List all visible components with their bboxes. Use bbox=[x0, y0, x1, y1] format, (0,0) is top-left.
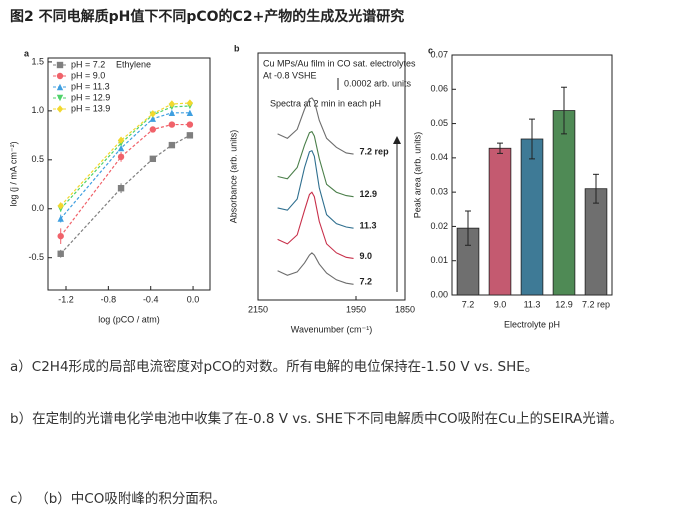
series-line bbox=[277, 130, 354, 198]
panel-label: b bbox=[234, 43, 240, 53]
marker bbox=[117, 184, 125, 192]
x-tick-label: 2150 bbox=[248, 304, 268, 314]
y-tick-label: -0.5 bbox=[28, 252, 44, 262]
marker bbox=[168, 100, 176, 108]
legend-label: pH = 7.2 bbox=[71, 59, 105, 69]
x-tick-label: 7.2 bbox=[462, 299, 475, 309]
x-tick-label: -0.8 bbox=[101, 294, 117, 304]
plot-frame bbox=[257, 52, 406, 301]
plot-frame bbox=[47, 57, 211, 291]
x-tick-label: 0.0 bbox=[187, 294, 200, 304]
annotation: At -0.8 VSHE bbox=[263, 70, 317, 80]
series-label: 11.3 bbox=[360, 221, 377, 231]
y-axis-label: log (j / mA cm⁻²) bbox=[8, 141, 18, 206]
marker bbox=[149, 155, 157, 163]
bar bbox=[520, 138, 544, 296]
y-tick-label: 1.0 bbox=[31, 105, 44, 115]
series-line bbox=[277, 149, 354, 229]
x-tick-label: 1850 bbox=[395, 304, 415, 314]
x-axis-label: Wavenumber (cm⁻¹) bbox=[291, 324, 372, 334]
x-axis-label: log (pCO / atm) bbox=[98, 314, 160, 324]
marker bbox=[168, 109, 176, 117]
marker bbox=[57, 232, 64, 240]
marker bbox=[149, 110, 157, 118]
series-line bbox=[60, 123, 190, 237]
legend-label: pH = 11.3 bbox=[71, 81, 110, 91]
y-axis-label: Absorbance (arb. units) bbox=[228, 130, 238, 224]
series-label: 7.2 bbox=[360, 277, 373, 287]
y-tick-label: 0.5 bbox=[31, 154, 44, 164]
marker bbox=[57, 202, 64, 210]
series-line bbox=[277, 252, 354, 285]
x-tick-label: -0.4 bbox=[143, 294, 159, 304]
marker bbox=[117, 144, 125, 152]
panel-label: a bbox=[24, 48, 30, 58]
y-tick-label: 0.07 bbox=[430, 49, 448, 59]
y-tick-label: 0.00 bbox=[430, 289, 448, 299]
annotation: Ethylene bbox=[116, 59, 151, 69]
marker bbox=[186, 132, 194, 139]
caption: b）在定制的光谱电化学电池中收集了在-0.8 V vs. SHE下不同电解质中C… bbox=[10, 411, 623, 427]
x-tick-label: -1.2 bbox=[58, 294, 74, 304]
bar bbox=[584, 188, 608, 296]
x-tick-label: 7.2 rep bbox=[582, 299, 610, 309]
x-tick-label: 11.3 bbox=[524, 299, 541, 309]
marker bbox=[186, 99, 194, 107]
series-label: 9.0 bbox=[360, 251, 373, 261]
y-tick-label: 0.04 bbox=[430, 152, 448, 162]
caption: c） （b）中CO吸附峰的积分面积。 bbox=[10, 491, 226, 507]
legend-label: pH = 9.0 bbox=[71, 70, 105, 80]
x-tick-label: 9.0 bbox=[494, 299, 507, 309]
series-line bbox=[277, 97, 354, 155]
figure: a log (pCO / atm) log (j / mA cm⁻²) -0.5 0.0… bbox=[8, 43, 613, 334]
series-label: 7.2 rep bbox=[360, 146, 390, 156]
y-tick-label: 0.0 bbox=[31, 203, 44, 213]
marker bbox=[149, 126, 157, 133]
series-line bbox=[60, 105, 190, 210]
x-axis-label: Electrolyte pH bbox=[504, 319, 560, 329]
legend-label: pH = 13.9 bbox=[71, 103, 110, 113]
annotation: 0.0002 arb. units bbox=[344, 78, 412, 88]
marker bbox=[57, 215, 64, 222]
y-tick-label: 0.01 bbox=[430, 255, 448, 265]
series-label: 12.9 bbox=[360, 189, 378, 199]
marker bbox=[57, 250, 64, 257]
y-tick-label: 0.05 bbox=[430, 118, 448, 128]
marker bbox=[186, 109, 194, 117]
marker bbox=[186, 121, 194, 128]
series-line bbox=[60, 102, 190, 207]
annotation: Cu MPs/Au film in CO sat. electrolytes bbox=[263, 58, 416, 68]
marker bbox=[149, 115, 157, 122]
marker bbox=[117, 136, 125, 144]
y-axis-label: Peak area (arb. units) bbox=[412, 132, 422, 219]
figure-title: 图2 不同电解质pH值下不同pCO的C2+产物的生成及光谱研究 bbox=[10, 9, 405, 25]
y-tick-label: 1.5 bbox=[31, 56, 44, 66]
panel-label: c bbox=[428, 45, 433, 55]
y-tick-label: 0.06 bbox=[430, 84, 448, 94]
y-tick-label: 0.02 bbox=[430, 221, 448, 231]
x-tick-label: 1950 bbox=[346, 304, 366, 314]
series-line bbox=[60, 112, 190, 219]
bar bbox=[488, 147, 512, 296]
annotation: Spectra at 2 min in each pH bbox=[270, 98, 381, 108]
bar bbox=[552, 110, 576, 296]
x-tick-label: 12.9 bbox=[555, 299, 573, 309]
series-line bbox=[277, 191, 354, 260]
caption: a）C2H4形成的局部电流密度对pCO的对数。所有电解的电位保持在-1.50 V… bbox=[10, 359, 539, 375]
y-tick-label: 0.03 bbox=[430, 187, 448, 197]
marker bbox=[168, 121, 176, 128]
legend-label: pH = 12.9 bbox=[71, 92, 110, 102]
marker bbox=[168, 141, 176, 149]
marker bbox=[117, 153, 125, 161]
